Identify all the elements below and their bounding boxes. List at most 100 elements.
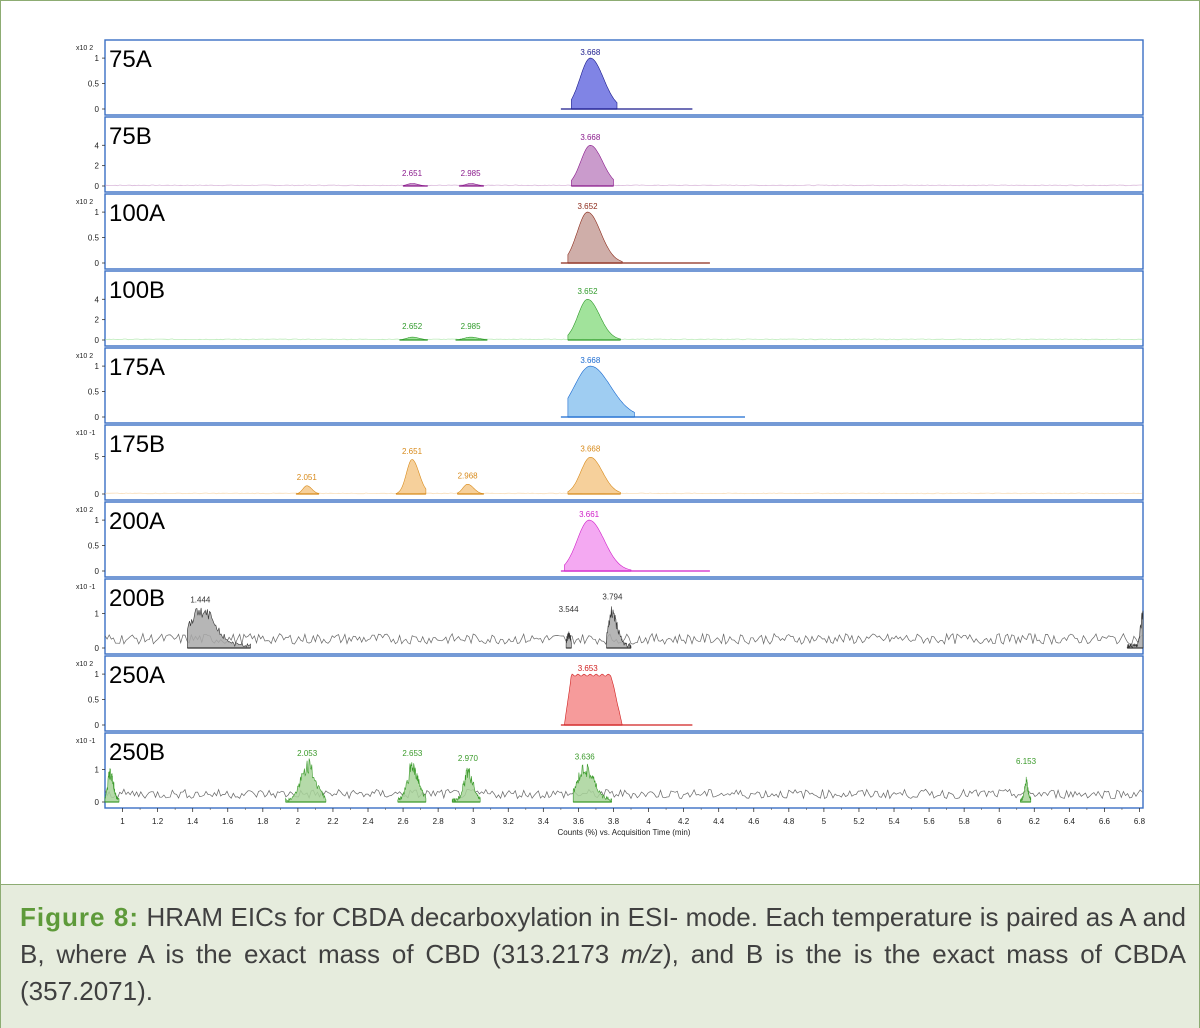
- x-tick-label: 6.4: [1064, 817, 1076, 826]
- peak-label: 3.668: [580, 445, 601, 454]
- peak-area: [285, 758, 327, 803]
- peak-label: 2.051: [297, 473, 318, 482]
- y-tick-label: 0: [95, 259, 100, 268]
- y-tick-label: 2: [95, 316, 100, 325]
- y-tick-label: 1: [95, 609, 100, 618]
- x-tick-label: 3.2: [503, 817, 515, 826]
- y-scale-label: x10 2: [76, 353, 93, 360]
- x-tick-label: 5.6: [924, 817, 936, 826]
- caption-text-1: HRAM EICs for CBDA decarboxylation in ES…: [20, 902, 1186, 969]
- peak-area: [564, 673, 623, 726]
- y-tick-label: 1: [95, 54, 100, 63]
- panel-title: 75B: [109, 123, 152, 150]
- panel-title: 175A: [109, 354, 165, 381]
- panel-title: 175B: [109, 431, 165, 458]
- y-tick-label: 0: [95, 105, 100, 114]
- peak-label: 3.653: [578, 664, 599, 673]
- peak-label: 3.652: [578, 287, 599, 296]
- x-tick-label: 1.4: [187, 817, 199, 826]
- y-scale-label: x10 2: [76, 661, 93, 668]
- peak-area: [572, 763, 612, 803]
- peak-area: [564, 519, 632, 572]
- peak-area: [395, 459, 427, 495]
- panel-title: 200B: [109, 585, 165, 612]
- panel-title: 250B: [109, 739, 165, 766]
- peak-label: 2.968: [458, 472, 479, 481]
- peak-area: [1126, 610, 1144, 649]
- y-tick-label: 0: [95, 721, 100, 730]
- y-tick-label: 0: [95, 567, 100, 576]
- caption-text-2: ), and B is the is the exact mass of CBD…: [20, 939, 1186, 1006]
- y-tick-label: 5: [95, 453, 100, 462]
- y-tick-label: 0.5: [88, 696, 100, 705]
- x-tick-label: 6.6: [1099, 817, 1111, 826]
- y-tick-label: 0.5: [88, 388, 100, 397]
- peak-label: 3.668: [580, 133, 601, 142]
- panel-frame: [104, 578, 1144, 655]
- y-tick-label: 1: [95, 208, 100, 217]
- x-tick-label: 5.8: [959, 817, 971, 826]
- y-scale-label: x10 2: [76, 199, 93, 206]
- panel-frame: [104, 193, 1144, 270]
- x-tick-label: 3.4: [538, 817, 550, 826]
- peak-label: 2.652: [402, 322, 423, 331]
- peak-label: 3.544: [559, 605, 580, 614]
- peak-area: [455, 336, 488, 341]
- peak-area: [565, 631, 572, 649]
- panel-frame: [104, 501, 1144, 578]
- noise-trace: [104, 632, 1143, 646]
- peak-area: [567, 211, 623, 264]
- x-tick-label: 6.8: [1134, 817, 1146, 826]
- x-tick-label: 4.2: [678, 817, 690, 826]
- y-tick-label: 0: [95, 182, 100, 191]
- y-tick-label: 0: [95, 490, 100, 499]
- x-tick-label: 2.2: [327, 817, 339, 826]
- x-tick-label: 2: [296, 817, 301, 826]
- y-tick-label: 1: [95, 765, 100, 774]
- peak-label: 2.985: [461, 322, 482, 331]
- peak-label: 3.636: [575, 752, 596, 761]
- noise-trace: [104, 492, 1143, 495]
- peak-label: 2.053: [297, 749, 318, 758]
- peak-label: 2.653: [402, 749, 423, 758]
- panel-title: 75A: [109, 46, 152, 73]
- x-tick-label: 1.8: [257, 817, 269, 826]
- y-tick-label: 4: [95, 295, 100, 304]
- y-tick-label: 0.5: [88, 80, 100, 89]
- y-scale-label: x10 2: [76, 507, 93, 514]
- peak-label: 2.651: [402, 169, 423, 178]
- panel-title: 100A: [109, 200, 165, 227]
- noise-trace: [105, 184, 1143, 187]
- y-tick-label: 4: [95, 141, 100, 150]
- y-tick-label: 0.5: [88, 542, 100, 551]
- peak-label: 2.651: [402, 447, 423, 456]
- y-tick-label: 0.5: [88, 234, 100, 243]
- y-scale-label: x10 2: [76, 45, 93, 52]
- peak-area: [606, 606, 632, 649]
- x-tick-label: 5: [822, 817, 827, 826]
- caption-mz: m/z: [621, 939, 663, 969]
- x-tick-label: 3.6: [573, 817, 585, 826]
- x-tick-label: 4.4: [713, 817, 725, 826]
- panel-frame: [104, 424, 1144, 501]
- peak-label: 6.153: [1016, 757, 1037, 766]
- peak-label: 3.652: [578, 202, 599, 211]
- y-tick-label: 1: [95, 362, 100, 371]
- panel-title: 100B: [109, 277, 165, 304]
- x-tick-label: 6: [997, 817, 1002, 826]
- peak-label: 2.970: [458, 754, 479, 763]
- peak-label: 2.985: [461, 169, 482, 178]
- panel-title: 250A: [109, 662, 165, 689]
- panel-frame: [104, 39, 1144, 116]
- x-tick-label: 2.6: [398, 817, 410, 826]
- figure-caption: Figure 8: HRAM EICs for CBDA decarboxyla…: [20, 899, 1186, 1010]
- peak-area: [397, 762, 427, 803]
- x-tick-label: 5.2: [853, 817, 865, 826]
- x-tick-label: 1.6: [222, 817, 234, 826]
- y-tick-label: 0: [95, 798, 100, 807]
- x-tick-label: 5.4: [888, 817, 900, 826]
- peak-area: [567, 457, 621, 495]
- peak-area: [1020, 776, 1032, 803]
- y-tick-label: 0: [95, 336, 100, 345]
